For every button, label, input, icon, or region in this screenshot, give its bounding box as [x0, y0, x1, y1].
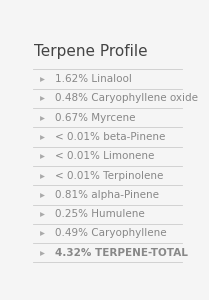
Text: 0.25% Humulene: 0.25% Humulene [55, 209, 145, 219]
Text: 0.49% Caryophyllene: 0.49% Caryophyllene [55, 228, 167, 239]
Text: < 0.01% Limonene: < 0.01% Limonene [55, 151, 155, 161]
Text: 0.81% alpha-Pinene: 0.81% alpha-Pinene [55, 190, 159, 200]
Text: < 0.01% beta-Pinene: < 0.01% beta-Pinene [55, 132, 166, 142]
Text: 0.48% Caryophyllene oxide: 0.48% Caryophyllene oxide [55, 93, 198, 103]
Text: < 0.01% Terpinolene: < 0.01% Terpinolene [55, 171, 164, 181]
Text: Terpene Profile: Terpene Profile [34, 44, 148, 59]
Text: 4.32% TERPENE-TOTAL: 4.32% TERPENE-TOTAL [55, 248, 188, 258]
Text: 1.62% Linalool: 1.62% Linalool [55, 74, 132, 84]
Text: 0.67% Myrcene: 0.67% Myrcene [55, 113, 136, 123]
